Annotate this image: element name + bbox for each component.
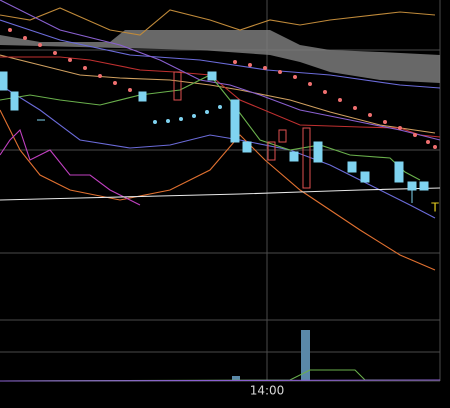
candle — [278, 129, 287, 143]
sar-dots — [153, 105, 222, 124]
volume-bar — [232, 376, 240, 381]
candle — [347, 161, 357, 173]
indicator-line — [0, 7, 436, 36]
time-label: 14:00 — [250, 384, 285, 398]
indicator-line — [0, 19, 441, 89]
indicator-line — [0, 109, 436, 271]
marker: T — [430, 201, 439, 215]
candle — [267, 141, 276, 161]
indicator-line — [0, 74, 421, 181]
indicator-line — [0, 84, 436, 219]
candle — [242, 141, 252, 153]
candle — [230, 99, 240, 143]
candle — [10, 91, 19, 111]
volume — [0, 330, 441, 382]
candle — [302, 127, 311, 189]
candle — [419, 181, 429, 191]
volume-bar — [301, 330, 310, 381]
indicator-line — [0, 128, 141, 206]
sar-dots — [8, 28, 437, 149]
volume-line — [0, 379, 441, 382]
candles — [0, 71, 429, 203]
candle — [394, 161, 404, 183]
candle — [407, 181, 417, 191]
candle — [360, 171, 370, 183]
candle — [138, 91, 147, 102]
candle — [313, 141, 323, 163]
indicator-line — [0, 0, 441, 141]
indicator-line — [0, 187, 441, 201]
candle — [289, 151, 299, 162]
indicator-line — [0, 56, 441, 138]
candle — [0, 71, 8, 91]
candle — [173, 71, 182, 101]
candle — [207, 71, 217, 81]
cloud — [0, 30, 440, 83]
indicator-line — [0, 54, 436, 134]
indicators — [0, 0, 441, 271]
